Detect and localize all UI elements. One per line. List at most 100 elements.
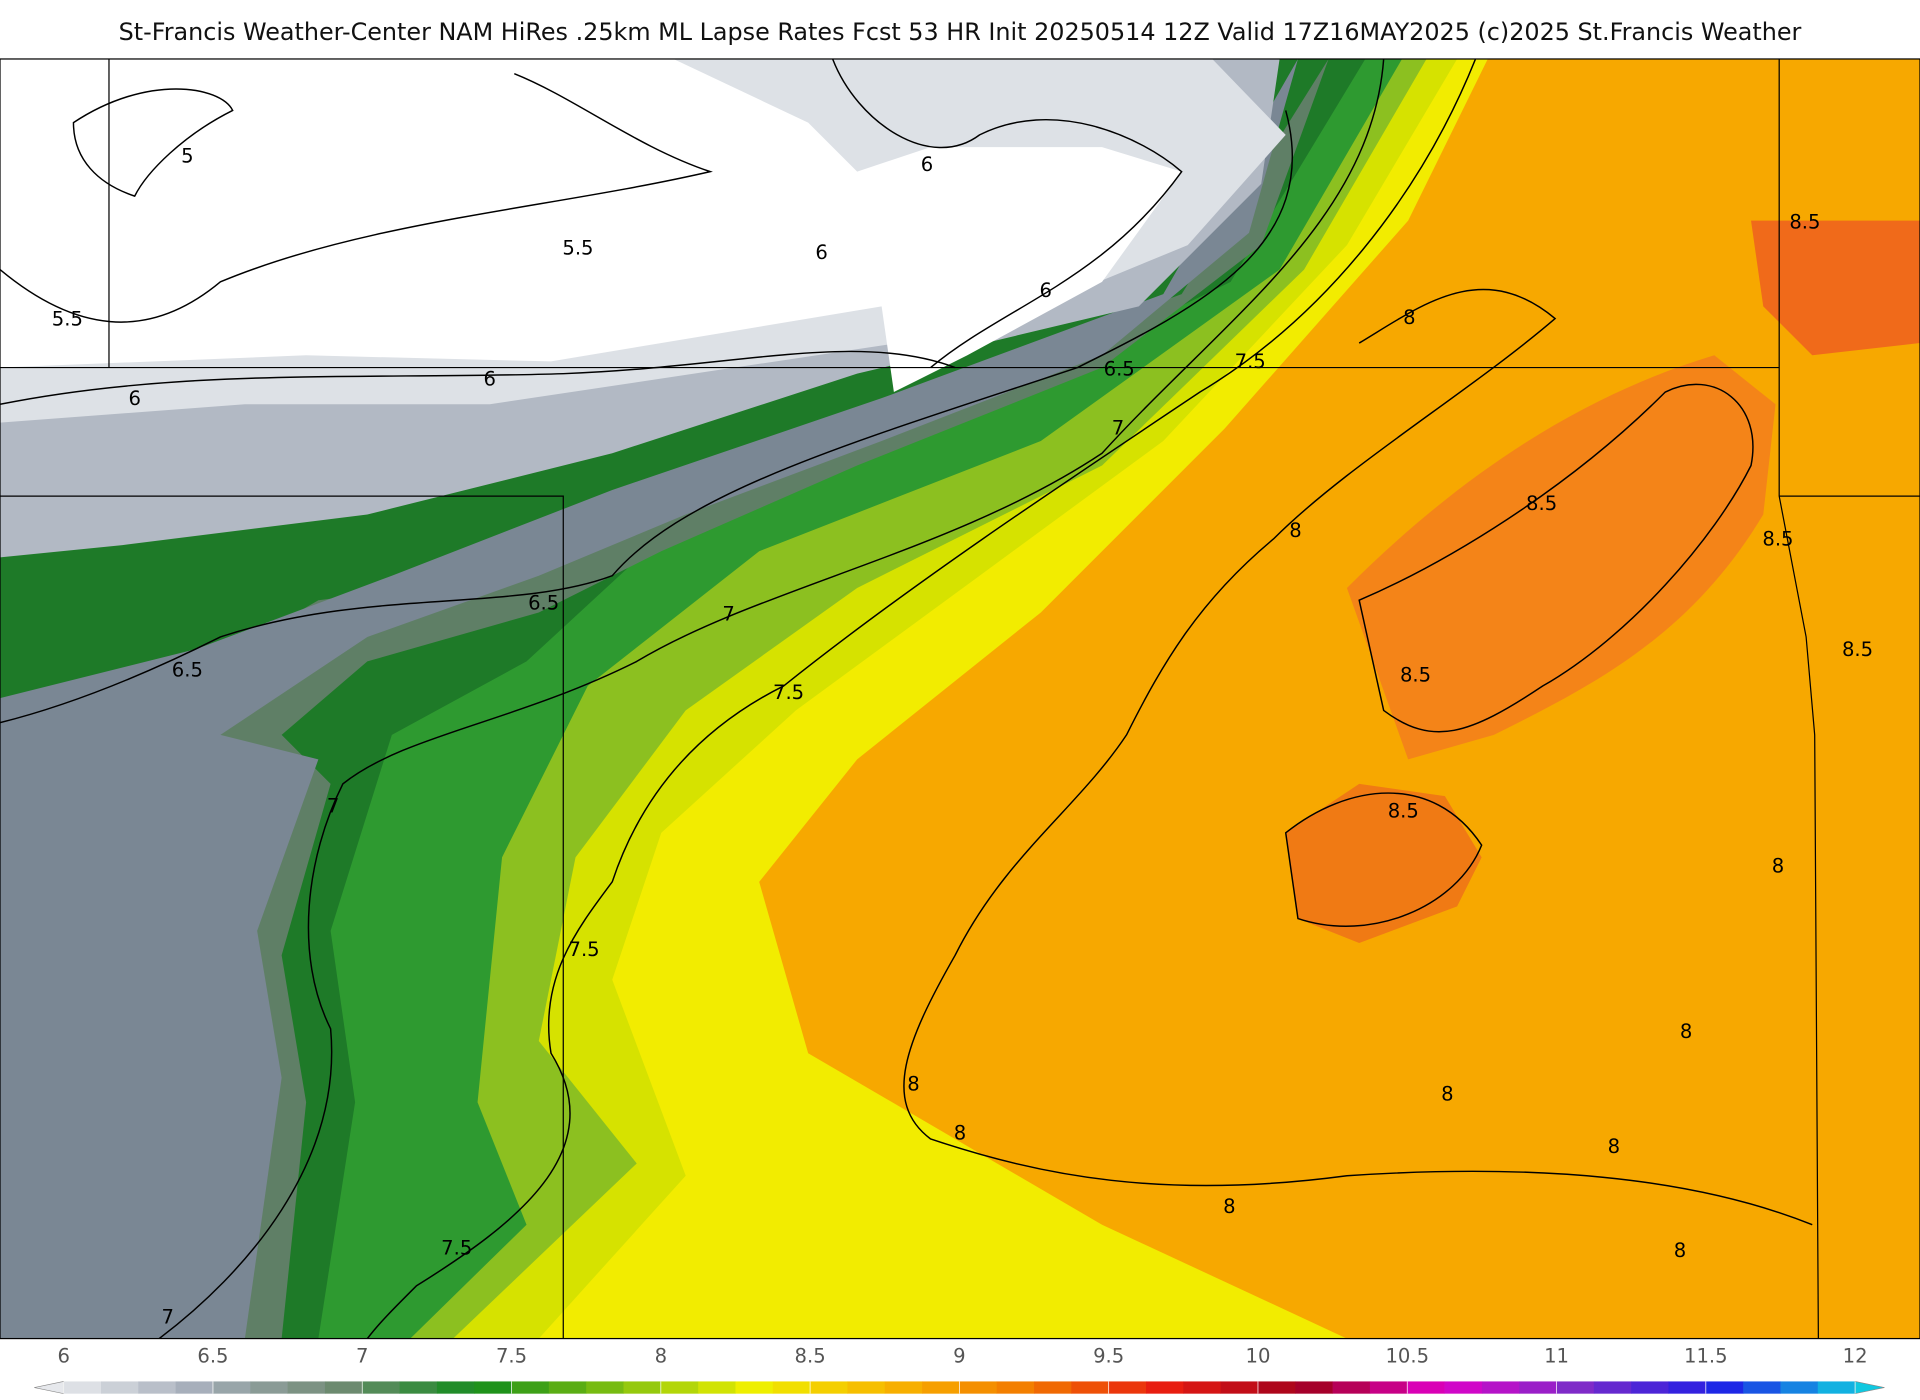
contour-line: [903, 288, 1813, 1226]
contour-line: [158, 58, 1385, 1339]
contour-line: [0, 350, 956, 406]
colorbar-cell: [1593, 1381, 1632, 1394]
colorbar-cell: [1295, 1381, 1333, 1394]
colorbar-cell: [959, 1381, 998, 1394]
colorbar-cell: [324, 1381, 363, 1394]
colorbar-tick-label: 10.5: [1385, 1344, 1429, 1367]
colorbar-cell: [847, 1381, 886, 1394]
colorbar-tick-label: 10: [1245, 1344, 1270, 1367]
colorbar-cell: [1183, 1381, 1222, 1394]
contour-label: 7: [1112, 416, 1124, 439]
map-frame: [0, 58, 1920, 1340]
colorbar-cell: [175, 1381, 214, 1394]
colorbar-cell: [1817, 1381, 1856, 1394]
colorbar-cell: [922, 1381, 960, 1394]
colorbar-arrow: [34, 1381, 64, 1395]
state-borders: [0, 58, 1920, 1339]
colorbar-tick-label: 7: [356, 1344, 368, 1367]
colorbar-cell: [623, 1381, 662, 1394]
colorbar-cell: [511, 1381, 550, 1394]
contour-label: 6.5: [172, 659, 203, 682]
colorbar-cell: [548, 1381, 587, 1394]
contour-line: [1358, 383, 1754, 733]
map-area: 5 5.5 5.5 6 6 6 6 6 6.5 7.5 8 7 8.5 8.5 8 8.5 6.5 7 6.5 8.5…: [0, 58, 1920, 1339]
colorbar-cell: [996, 1381, 1035, 1394]
border: [0, 495, 564, 1339]
colorbar-cell: [1257, 1381, 1296, 1394]
colorbar-cell: [1369, 1381, 1408, 1394]
colorbar: 6 6.5 7 7.5 8 8.5 9 9.5 10 10.5 11 11.5 12: [34, 1344, 1885, 1395]
contour-label: 5.5: [562, 236, 593, 259]
colorbar-tick-label: 11.5: [1684, 1344, 1728, 1367]
colorbar-cell: [1481, 1381, 1520, 1394]
colorbar-cell: [1780, 1381, 1819, 1394]
colorbar-cell: [1556, 1381, 1595, 1394]
colorbar-cell: [1444, 1381, 1483, 1394]
colorbar-tick-label: 8.5: [795, 1344, 826, 1367]
colorbar-cell: [660, 1381, 699, 1394]
contour-label: 7.5: [773, 681, 804, 704]
colorbar-cell: [212, 1381, 251, 1394]
colorbar-cell: [100, 1381, 139, 1394]
colorbar-tick-label: 7.5: [496, 1344, 527, 1367]
contour-line: [1284, 792, 1483, 927]
colorbar-tick-label: 6.5: [197, 1344, 228, 1367]
contour-lines: [0, 58, 1813, 1339]
contour-label: 8: [1223, 1195, 1235, 1218]
colorbar-cell: [735, 1381, 774, 1394]
colorbar-cell: [1668, 1381, 1707, 1394]
colorbar-cell: [63, 1381, 102, 1394]
colorbar-cell: [772, 1381, 811, 1394]
colorbar-cell: [1407, 1381, 1445, 1394]
map-title: St-Francis Weather-Center NAM HiRes .25k…: [119, 18, 1802, 46]
contour-label: 8.5: [1842, 638, 1873, 661]
colorbar-cell: [1743, 1381, 1781, 1394]
contour-line: [0, 72, 713, 323]
colorbar-cell: [1108, 1381, 1147, 1394]
colorbar-cell: [399, 1381, 438, 1394]
contour-label: 7.5: [1235, 350, 1266, 373]
colorbar-cell: [1071, 1381, 1110, 1394]
colorbar-cell: [474, 1381, 512, 1394]
field-gray: [0, 58, 1298, 1339]
contour-label: 8: [907, 1073, 919, 1096]
contour-label: 7: [162, 1305, 174, 1328]
colorbar-cell: [884, 1381, 923, 1394]
contour-label: 8: [1680, 1020, 1692, 1043]
contour-label: 7.5: [441, 1237, 472, 1260]
contour-line: [72, 88, 234, 198]
colorbar-cell: [1332, 1381, 1371, 1394]
contour-label: 6: [128, 387, 140, 410]
colorbar-cell: [810, 1381, 848, 1394]
colorbar-cell: [1034, 1381, 1072, 1394]
border: [1778, 58, 1819, 1339]
contour-label: 7: [327, 795, 339, 818]
colorbar-cell: [1145, 1381, 1184, 1394]
contour-label: 8.5: [1762, 528, 1793, 551]
contour-line: [0, 110, 1293, 724]
contour-label: 8: [1441, 1082, 1453, 1105]
field-redorange: [1751, 220, 1920, 356]
contour-labels: 5 5.5 5.5 6 6 6 6 6 6.5 7.5 8 7 8.5 8.5 8 8.5 6.5 7 6.5 8.5…: [52, 144, 1873, 1328]
colorbar-cell: [287, 1381, 326, 1394]
contour-label: 6.5: [528, 591, 559, 614]
contour-label: 5.5: [52, 307, 83, 330]
colorbar-tick-label: 6: [57, 1344, 69, 1367]
contour-label: 8.5: [1789, 211, 1820, 234]
contour-label: 8: [1772, 855, 1784, 878]
field-white: [0, 58, 1182, 393]
contour-label: 8: [1674, 1239, 1686, 1262]
contour-label: 5: [181, 144, 193, 167]
colorbar-cell: [436, 1381, 475, 1394]
colorbar-cell: [698, 1381, 736, 1394]
contour-label: 6: [1039, 279, 1051, 302]
contour-label: 8.5: [1400, 664, 1431, 687]
field-redorange: [1285, 783, 1482, 944]
contour-label: 7.5: [569, 938, 600, 961]
colorbar-tick-label: 12: [1843, 1344, 1868, 1367]
colorbar-tick-label: 8: [655, 1344, 667, 1367]
colorbar-tick-label: 11: [1544, 1344, 1569, 1367]
contour-label: 8: [1289, 519, 1301, 542]
